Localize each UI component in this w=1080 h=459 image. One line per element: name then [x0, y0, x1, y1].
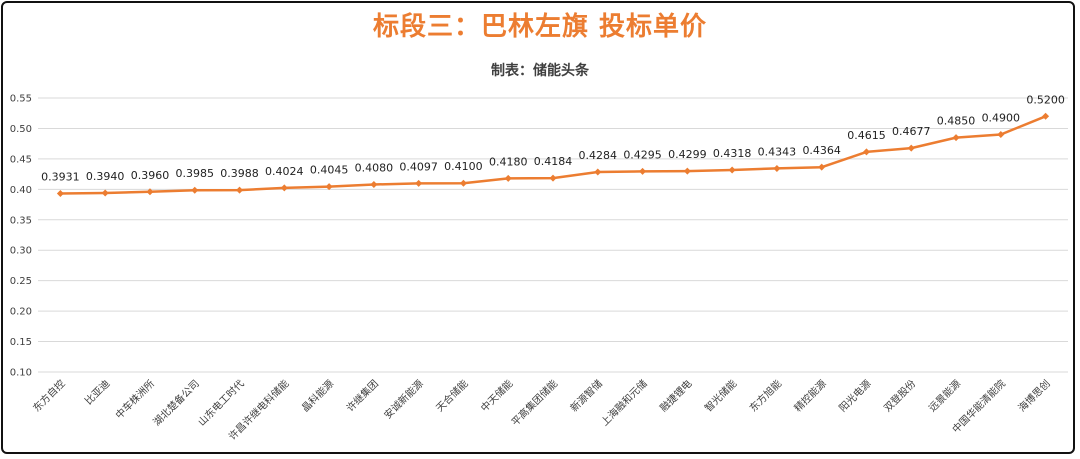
y-tick-label: 0.45: [10, 154, 32, 165]
data-label: 0.5200: [1026, 93, 1065, 106]
data-point: [504, 174, 512, 182]
data-label: 0.4318: [713, 147, 752, 160]
data-point: [191, 186, 199, 194]
x-tick-label: 新源智储: [567, 377, 604, 414]
data-label: 0.3985: [175, 167, 214, 180]
x-tick-label: 海博思创: [1015, 377, 1052, 414]
data-point: [56, 190, 64, 198]
data-point: [862, 148, 870, 156]
data-label: 0.3931: [41, 171, 80, 184]
y-tick-label: 0.25: [10, 276, 32, 287]
chart-title: 标段三：巴林左旗 投标单价: [372, 12, 708, 42]
x-tick-label: 精控能源: [791, 377, 828, 414]
data-point: [1042, 112, 1050, 120]
y-tick-label: 0.20: [10, 307, 32, 318]
x-tick-label: 晶科能源: [299, 377, 336, 414]
data-point: [728, 166, 736, 174]
x-tick-label: 融捷锂电: [657, 377, 694, 414]
data-point: [639, 167, 647, 175]
data-point: [236, 186, 244, 194]
data-point: [683, 167, 691, 175]
data-label: 0.4184: [534, 155, 573, 168]
data-label: 0.4097: [399, 160, 438, 173]
x-tick-label: 上海融和元储: [598, 377, 650, 429]
chart-subtitle: 制表：储能头条: [491, 63, 589, 79]
x-tick-label: 中天储能: [478, 377, 515, 414]
data-point: [773, 164, 781, 172]
data-point: [549, 174, 557, 182]
data-point: [101, 189, 109, 197]
y-tick-label: 0.10: [10, 368, 32, 379]
data-label: 0.4343: [758, 145, 797, 158]
data-label: 0.4364: [802, 144, 841, 157]
y-tick-label: 0.40: [10, 185, 32, 196]
data-label: 0.4045: [310, 164, 349, 177]
data-point: [997, 131, 1005, 139]
y-tick-label: 0.35: [10, 215, 32, 226]
data-label: 0.4080: [355, 161, 394, 174]
x-tick-label: 山东电工时代: [195, 377, 247, 429]
x-tick-label: 智光储能: [702, 377, 739, 414]
data-label: 0.4180: [489, 155, 528, 168]
data-label: 0.4100: [444, 160, 483, 173]
x-tick-label: 比亚迪: [83, 378, 113, 408]
data-label: 0.4900: [982, 112, 1021, 125]
data-point: [146, 188, 154, 196]
data-label: 0.4024: [265, 165, 304, 178]
y-tick-label: 0.50: [10, 124, 32, 135]
x-tick-label: 阳光电源: [836, 377, 873, 414]
data-label: 0.4615: [847, 129, 886, 142]
data-label: 0.4299: [668, 148, 707, 161]
data-point: [325, 183, 333, 191]
data-label: 0.4677: [892, 125, 931, 138]
data-point: [415, 179, 423, 187]
x-tick-label: 双登股份: [881, 377, 918, 414]
data-label: 0.3960: [131, 169, 170, 182]
x-tick-label: 东方自控: [30, 377, 67, 414]
x-tick-label: 东方旭能: [747, 377, 784, 414]
x-tick-label: 天合储能: [433, 377, 470, 414]
data-point: [818, 163, 826, 171]
data-label: 0.4295: [623, 148, 662, 161]
x-tick-label: 中车株洲所: [113, 377, 158, 422]
data-label: 0.3940: [86, 170, 125, 183]
data-point: [952, 134, 960, 142]
y-tick-label: 0.55: [10, 94, 32, 105]
x-tick-label: 远景能源: [926, 377, 963, 414]
x-tick-label: 安诚新能源: [381, 377, 426, 422]
data-point: [459, 179, 467, 187]
x-tick-label: 平高集团储能: [509, 377, 561, 429]
data-point: [370, 180, 378, 188]
x-tick-label: 湖北楚备公司: [150, 377, 202, 429]
data-point: [907, 144, 915, 152]
y-tick-label: 0.15: [10, 337, 32, 348]
data-point: [594, 168, 602, 176]
x-tick-label: 许继集团: [344, 377, 381, 414]
y-tick-label: 0.30: [10, 246, 32, 257]
data-label: 0.4284: [579, 149, 618, 162]
data-point: [280, 184, 288, 192]
data-label: 0.4850: [937, 115, 976, 128]
data-label: 0.3988: [220, 167, 259, 180]
